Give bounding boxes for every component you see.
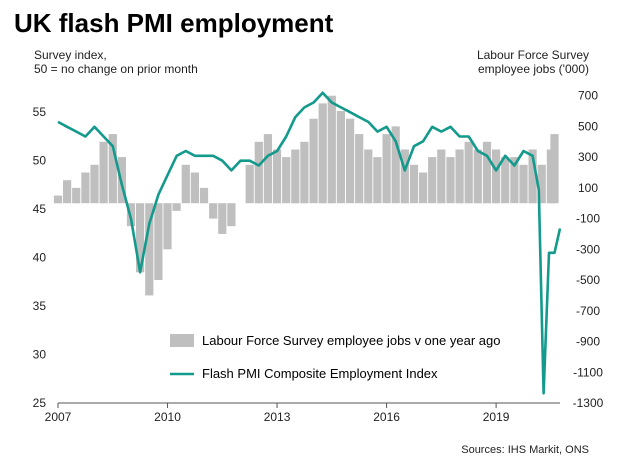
bar [446,157,455,204]
bar [282,157,291,204]
bar [263,134,272,204]
bar [209,203,218,219]
bar [455,149,464,204]
legend-label-line: Flash PMI Composite Employment Index [202,366,438,381]
bar [163,203,172,250]
left-tick-label: 50 [33,154,47,168]
bar [145,203,154,296]
bar [53,195,63,204]
source-note: Sources: IHS Markit, ONS [461,444,589,456]
bar [218,203,227,234]
right-axis-label-line-2: employee jobs ('000) [477,62,589,76]
axes: 2007 2010 2013 2016 2019 25 30 35 40 45 50 55 -1300 -… [33,89,604,424]
bar [364,149,373,204]
left-tick-label: 30 [33,348,47,362]
right-tick-label: -700 [576,304,600,318]
bar [419,172,428,204]
left-axis-label-line-1: Survey index, [34,48,107,62]
right-axis-label: Labour Force Survey employee jobs ('000) [477,48,589,76]
bar [272,149,282,204]
pmi-line [57,91,562,395]
bar [227,203,236,227]
x-tick-label: 2016 [373,410,400,424]
bar [501,157,510,204]
right-tick-label: 100 [578,181,598,195]
bar [473,149,482,204]
bar [550,134,559,204]
left-tick-label: 55 [33,105,47,119]
left-axis-label: Survey index, 50 = no change on prior mo… [34,48,198,76]
bar [510,157,519,204]
bar [409,164,419,204]
right-tick-label: -500 [576,273,600,287]
bar [136,203,145,273]
legend-label-bars: Labour Force Survey employee jobs v one … [202,333,500,348]
bar [327,95,336,204]
bar [428,157,437,204]
bar [309,118,318,204]
right-tick-label: -1100 [573,365,603,379]
bar [190,172,199,204]
bar [373,157,382,204]
bar [318,103,327,204]
right-tick-label: -100 [576,212,600,226]
bar [81,172,90,204]
x-tick-label: 2010 [154,410,181,424]
right-tick-label: 700 [578,89,598,103]
line-series-pmi [57,91,562,395]
bar [63,180,72,204]
legend-swatch-bars [170,334,194,347]
bar [482,141,492,204]
bar [391,126,400,204]
bar [172,203,181,211]
x-tick-label: 2007 [45,410,72,424]
bar [154,203,163,280]
bar [99,141,108,204]
right-tick-label: -1300 [573,396,604,410]
bar [355,134,364,204]
right-tick-label: 500 [578,119,598,133]
left-axis-label-line-2: 50 = no change on prior month [34,62,198,76]
left-tick-label: 35 [33,299,47,313]
bar [382,134,391,204]
bar [346,118,355,204]
bar [199,187,209,204]
left-tick-label: 45 [33,202,47,216]
chart-title: UK flash PMI employment [14,8,334,38]
bar [519,164,528,204]
bar [537,164,546,204]
bar [300,141,309,204]
bar [336,111,345,204]
bar [528,149,537,204]
bar [245,164,254,204]
bar [108,134,117,204]
right-tick-label: 300 [578,150,598,164]
bar [181,164,190,204]
x-tick-label: 2019 [483,410,510,424]
right-tick-label: -300 [576,242,600,256]
bar [437,149,446,204]
x-tick-label: 2013 [264,410,291,424]
bar [464,141,473,204]
bar [400,149,409,204]
left-tick-label: 25 [33,396,47,410]
right-axis-label-line-1: Labour Force Survey [476,48,589,62]
left-tick-label: 40 [33,251,47,265]
right-tick-label: -900 [576,335,600,349]
bar [291,149,300,204]
bar [72,187,81,204]
legend: Labour Force Survey employee jobs v one … [170,333,500,381]
bar [254,141,263,204]
bar [492,149,501,204]
bar-series-lfs [53,95,559,296]
bar [90,164,99,204]
